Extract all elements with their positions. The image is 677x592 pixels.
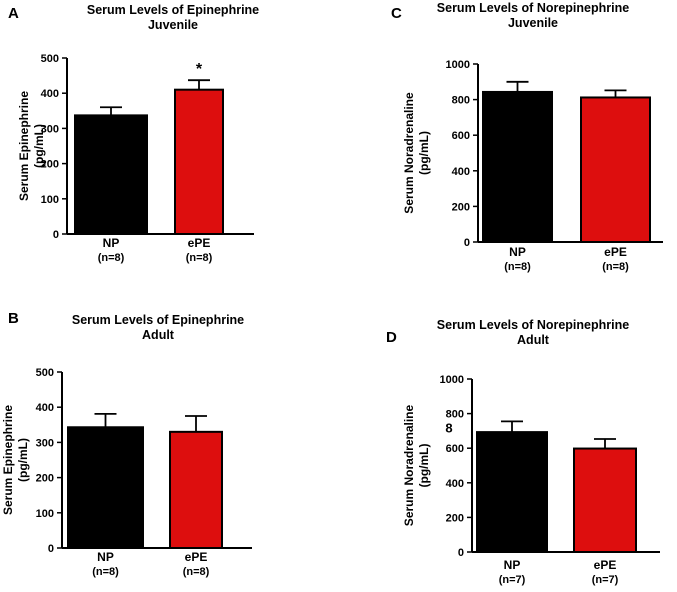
bar-np <box>482 90 553 243</box>
y-axis-label-line: (pg/mL) <box>417 444 431 488</box>
y-tick-label: 500 <box>41 53 59 65</box>
y-tick-label: 200 <box>36 473 54 485</box>
y-axis-label-line: (pg/mL) <box>417 131 431 175</box>
bar-epe <box>573 447 637 553</box>
x-category-label-line: NP <box>509 245 526 259</box>
chart-title-line: Juvenile <box>148 18 198 32</box>
y-tick-label: 300 <box>36 437 54 449</box>
x-category-label-line: (n=7) <box>592 574 619 586</box>
y-tick-label: 400 <box>41 88 59 100</box>
x-category-label-line: (n=8) <box>602 261 629 273</box>
x-category-label-line: (n=7) <box>499 574 526 586</box>
y-axis-label-line: Serum Epinephrine <box>1 405 15 515</box>
y-tick-label: 1000 <box>446 59 470 71</box>
y-tick-label: 800 <box>446 409 464 421</box>
bar-np <box>476 431 548 553</box>
y-axis-label-line: (pg/mL) <box>32 124 46 168</box>
x-category-label-line: NP <box>504 558 521 572</box>
y-tick-label: 200 <box>41 159 59 171</box>
y-tick-label: 0 <box>464 237 470 249</box>
panel-letter: D <box>386 329 397 346</box>
y-axis-label-line: Serum Noradrenaline <box>402 92 416 214</box>
y-tick-label: 400 <box>452 166 470 178</box>
bar-np <box>67 426 144 550</box>
x-category-label-line: NP <box>97 550 114 564</box>
chart-title-line: Serum Levels of Epinephrine <box>87 3 259 17</box>
y-tick-label: 0 <box>53 229 59 241</box>
y-tick-label: 200 <box>446 512 464 524</box>
y-tick-label: 200 <box>452 201 470 213</box>
bar-epe <box>174 88 224 236</box>
panel-letter: B <box>8 310 19 327</box>
x-category-label-line: (n=8) <box>504 261 531 273</box>
y-tick-label: 0 <box>48 543 54 555</box>
chart-title-line: Juvenile <box>508 16 558 30</box>
y-tick-label: 600 <box>446 443 464 455</box>
y-tick-label: 600 <box>452 130 470 142</box>
y-axis-label-line: Serum Noradrenaline <box>402 404 416 526</box>
panel-letter: C <box>391 5 402 22</box>
x-category-label-line: (n=8) <box>183 566 210 578</box>
x-category-label-line: (n=8) <box>92 566 119 578</box>
y-tick-label: 500 <box>36 367 54 379</box>
y-tick-label: 100 <box>41 194 59 206</box>
y-axis-label-line: Serum Epinephrine <box>17 91 31 201</box>
bar-np <box>74 114 148 235</box>
chart-title-line: Serum Levels of Norepinephrine <box>437 318 629 332</box>
chart-title-line: Serum Levels of Norepinephrine <box>437 1 629 15</box>
y-tick-label: 1000 <box>440 374 464 386</box>
x-category-label-line: ePE <box>594 558 617 572</box>
x-category-label-line: (n=8) <box>98 252 125 264</box>
y-tick-label: 400 <box>446 478 464 490</box>
panel-letter: A <box>8 5 19 22</box>
y-tick-label: 100 <box>36 508 54 520</box>
x-category-label-line: NP <box>103 236 120 250</box>
y-tick-label: 800 <box>452 95 470 107</box>
chart-title-line: Adult <box>142 328 175 342</box>
bar-epe <box>169 430 223 549</box>
y-tick-label: 0 <box>458 547 464 559</box>
y-tick-label: 400 <box>36 402 54 414</box>
x-category-label-line: ePE <box>185 550 208 564</box>
chart-title-line: Adult <box>517 333 550 347</box>
x-category-label-line: (n=8) <box>186 252 213 264</box>
significance-marker: * <box>196 61 203 78</box>
bar-epe <box>580 96 651 243</box>
y-axis-label-line: (pg/mL) <box>16 438 30 482</box>
x-category-label-line: ePE <box>604 245 627 259</box>
y-tick-label: 300 <box>41 123 59 135</box>
chart-title-line: Serum Levels of Epinephrine <box>72 313 244 327</box>
x-category-label-line: ePE <box>188 236 211 250</box>
annotation-text: 8 <box>445 421 452 436</box>
